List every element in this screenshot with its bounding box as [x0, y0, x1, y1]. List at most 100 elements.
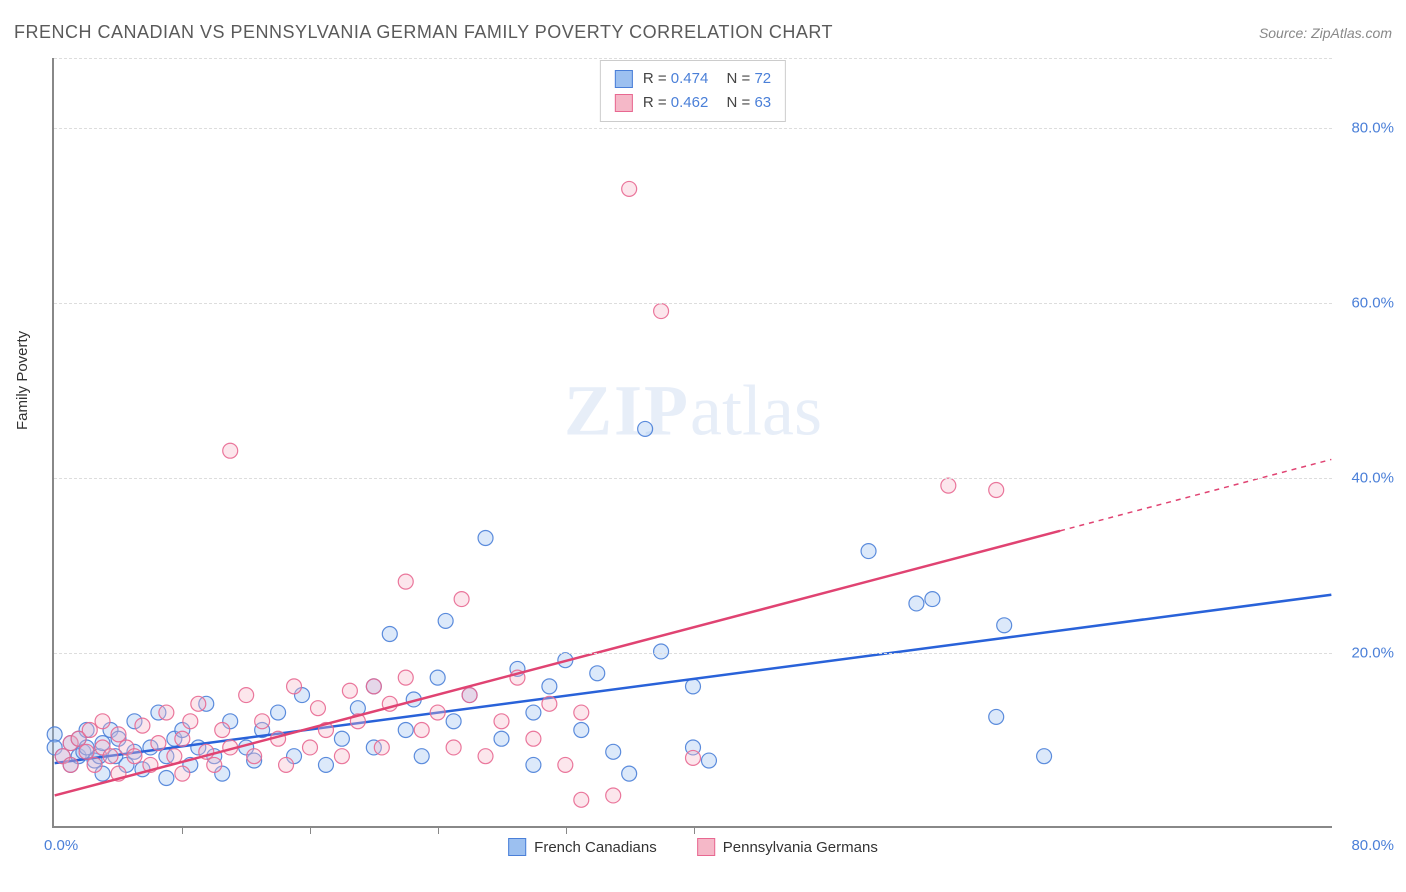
legend-row-series-2: R = 0.462 N = 63 — [615, 91, 771, 115]
x-tick — [438, 826, 439, 834]
legend-item-1: French Canadians — [508, 838, 657, 856]
gridline — [54, 303, 1332, 304]
data-point — [247, 749, 262, 764]
data-point — [310, 701, 325, 716]
data-point — [494, 731, 509, 746]
data-point — [574, 792, 589, 807]
y-tick-label: 80.0% — [1351, 120, 1394, 137]
chart-header: FRENCH CANADIAN VS PENNSYLVANIA GERMAN F… — [14, 22, 1392, 43]
data-point — [925, 592, 940, 607]
x-tick-label: 0.0% — [44, 837, 78, 854]
data-point — [686, 679, 701, 694]
data-point — [462, 688, 477, 703]
trend-line-extrapolated — [1060, 459, 1331, 530]
data-point — [558, 757, 573, 772]
data-point — [342, 683, 357, 698]
chart-source: Source: ZipAtlas.com — [1259, 25, 1392, 41]
data-point — [430, 670, 445, 685]
x-tick — [694, 826, 695, 834]
data-point — [127, 749, 142, 764]
data-point — [701, 753, 716, 768]
data-point — [159, 705, 174, 720]
data-point — [638, 421, 653, 436]
y-axis-label: Family Poverty — [14, 331, 31, 430]
data-point — [478, 749, 493, 764]
data-point — [63, 757, 78, 772]
x-tick — [182, 826, 183, 834]
data-point — [574, 705, 589, 720]
chart-plot-area: ZIPatlas R = 0.474 N = 72 R = 0.462 N = … — [52, 58, 1332, 828]
data-point — [590, 666, 605, 681]
data-point — [606, 744, 621, 759]
y-tick-label: 40.0% — [1351, 470, 1394, 487]
data-point — [1037, 749, 1052, 764]
data-point — [287, 679, 302, 694]
data-point — [207, 757, 222, 772]
data-point — [159, 771, 174, 786]
swatch-series-1 — [615, 70, 633, 88]
data-point — [414, 749, 429, 764]
data-point — [79, 744, 94, 759]
data-point — [542, 696, 557, 711]
data-point — [526, 757, 541, 772]
data-point — [606, 788, 621, 803]
x-tick-label: 80.0% — [1351, 837, 1394, 854]
data-point — [151, 736, 166, 751]
data-point — [622, 766, 637, 781]
data-point — [318, 757, 333, 772]
data-point — [191, 696, 206, 711]
y-tick-label: 60.0% — [1351, 295, 1394, 312]
scatter-svg — [54, 58, 1332, 826]
data-point — [82, 723, 97, 738]
data-point — [334, 731, 349, 746]
data-point — [526, 731, 541, 746]
swatch-bottom-1 — [508, 838, 526, 856]
data-point — [398, 670, 413, 685]
data-point — [95, 714, 110, 729]
data-point — [542, 679, 557, 694]
swatch-series-2 — [615, 94, 633, 112]
legend-item-2: Pennsylvania Germans — [697, 838, 878, 856]
data-point — [175, 731, 190, 746]
data-point — [175, 766, 190, 781]
data-point — [382, 627, 397, 642]
swatch-bottom-2 — [697, 838, 715, 856]
data-point — [574, 723, 589, 738]
gridline — [54, 653, 1332, 654]
y-tick-label: 20.0% — [1351, 645, 1394, 662]
data-point — [414, 723, 429, 738]
data-point — [446, 740, 461, 755]
data-point — [111, 727, 126, 742]
data-point — [430, 705, 445, 720]
data-point — [279, 757, 294, 772]
data-point — [446, 714, 461, 729]
trend-line — [55, 531, 1060, 796]
data-point — [239, 688, 254, 703]
data-point — [438, 613, 453, 628]
data-point — [941, 478, 956, 493]
data-point — [215, 723, 230, 738]
data-point — [861, 544, 876, 559]
gridline — [54, 58, 1332, 59]
data-point — [398, 574, 413, 589]
data-point — [334, 749, 349, 764]
data-point — [478, 531, 493, 546]
data-point — [654, 644, 669, 659]
series-legend: French Canadians Pennsylvania Germans — [508, 838, 878, 856]
data-point — [454, 592, 469, 607]
gridline — [54, 478, 1332, 479]
correlation-legend: R = 0.474 N = 72 R = 0.462 N = 63 — [600, 60, 786, 122]
data-point — [398, 723, 413, 738]
data-point — [183, 714, 198, 729]
data-point — [223, 443, 238, 458]
x-tick — [310, 826, 311, 834]
data-point — [989, 709, 1004, 724]
legend-row-series-1: R = 0.474 N = 72 — [615, 67, 771, 91]
data-point — [374, 740, 389, 755]
data-point — [997, 618, 1012, 633]
data-point — [654, 304, 669, 319]
x-tick — [566, 826, 567, 834]
data-point — [686, 750, 701, 765]
data-point — [303, 740, 318, 755]
data-point — [271, 705, 286, 720]
